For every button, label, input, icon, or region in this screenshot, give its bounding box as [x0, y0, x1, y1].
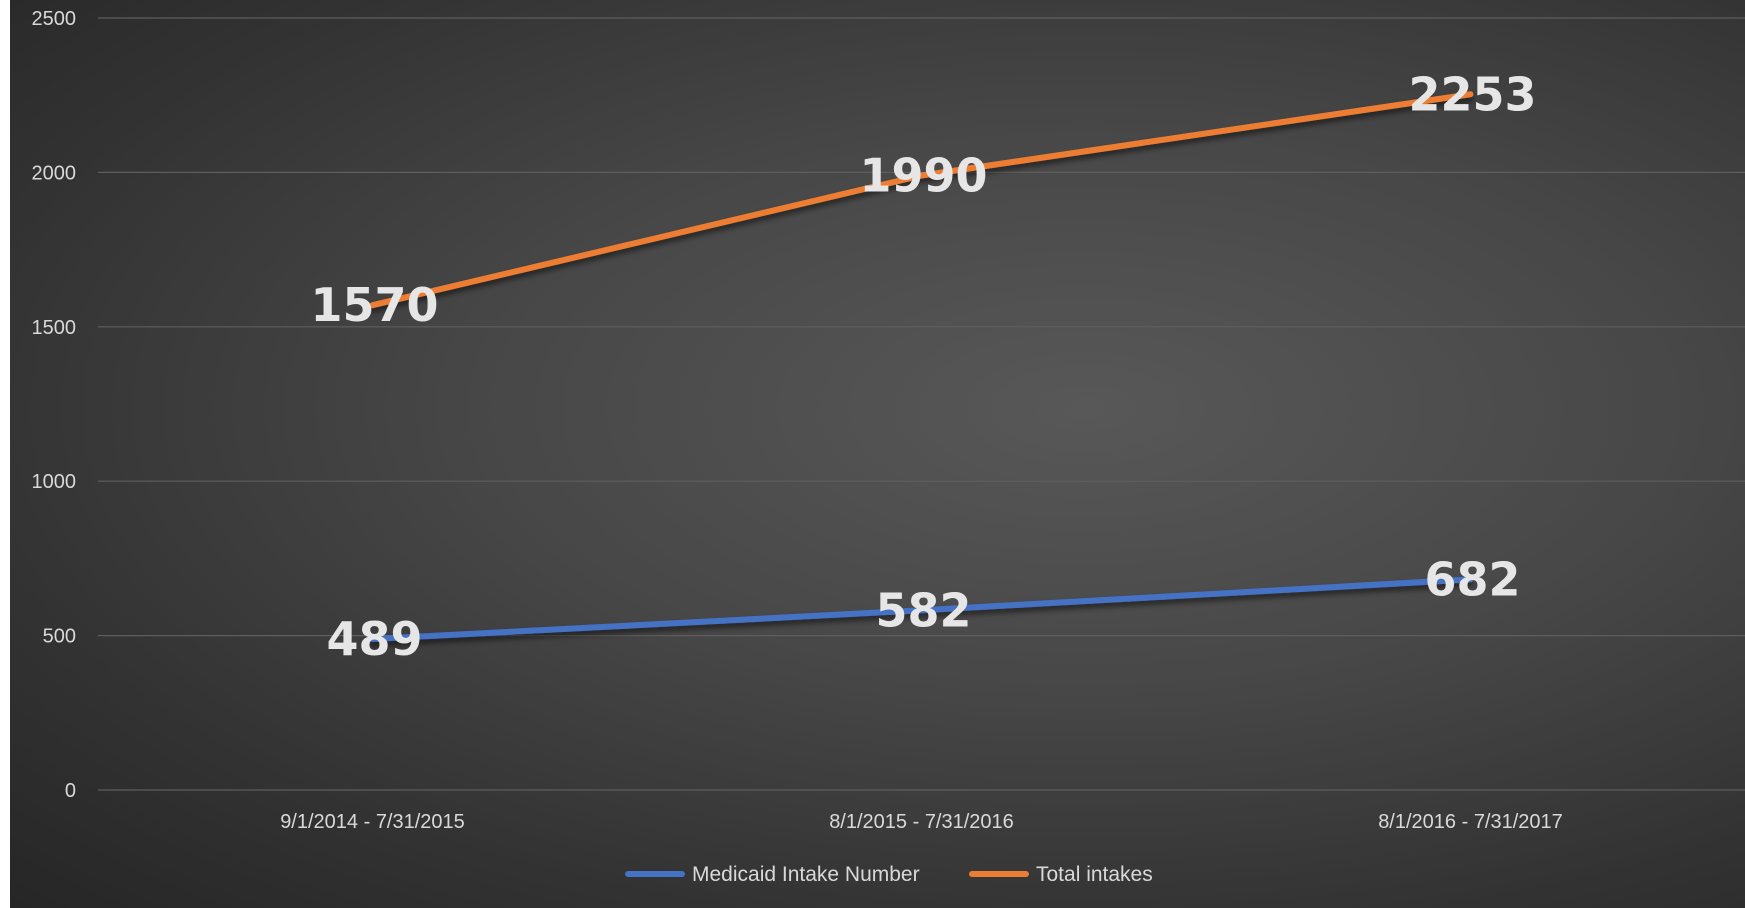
series-line-0: [369, 576, 1474, 642]
y-tick-label: 500: [43, 626, 76, 648]
x-tick-label: 9/1/2014 - 7/31/2015: [280, 811, 465, 833]
y-tick-label: 1000: [32, 471, 77, 493]
x-tick-label: 8/1/2016 - 7/31/2017: [1378, 811, 1563, 833]
chart-area: [10, 0, 1745, 908]
series-line-1: [369, 91, 1474, 309]
y-tick-label: 1500: [32, 317, 77, 339]
y-tick-label: 0: [65, 780, 76, 802]
data-label: 2253: [1408, 67, 1536, 121]
x-tick-label: 8/1/2015 - 7/31/2016: [829, 811, 1014, 833]
data-label: 489: [326, 612, 422, 666]
data-label: 1990: [859, 148, 987, 202]
legend-label: Total intakes: [1036, 863, 1153, 886]
data-label: 582: [875, 583, 971, 637]
legend-label: Medicaid Intake Number: [692, 863, 920, 886]
y-tick-label: 2500: [32, 8, 77, 30]
data-label: 682: [1424, 552, 1520, 606]
y-tick-label: 2000: [32, 162, 77, 184]
data-label: 1570: [310, 278, 438, 332]
